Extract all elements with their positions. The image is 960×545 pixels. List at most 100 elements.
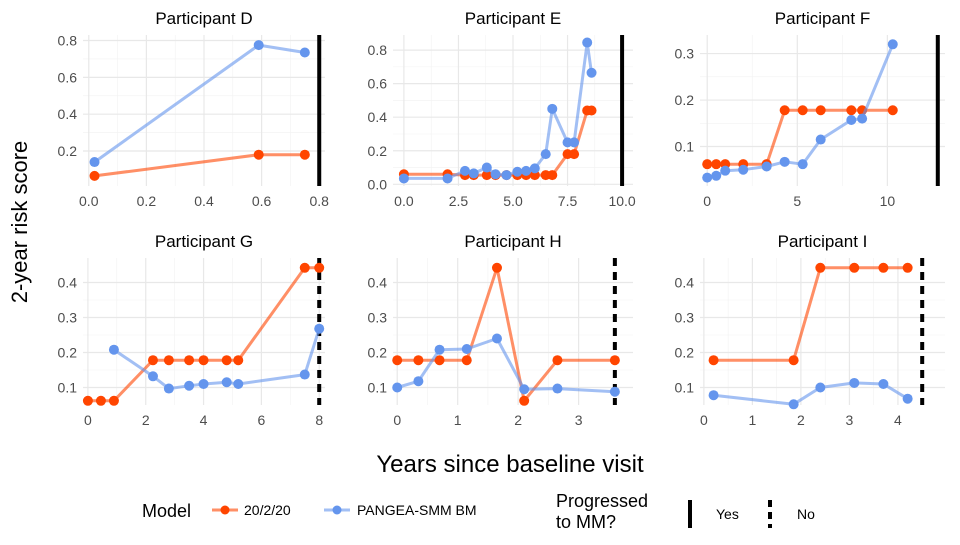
data-point-pangea (490, 169, 501, 180)
data-point-pangea (434, 344, 445, 355)
series-line-pangea (113, 328, 321, 391)
legend-progressed-title-1: Progressed (556, 491, 648, 511)
data-point-2020 (89, 170, 100, 181)
series-line-pangea (93, 43, 306, 164)
data-point-pangea (163, 383, 174, 394)
data-point-pangea (89, 157, 100, 168)
x-tick-label: 0 (393, 412, 401, 428)
data-point-pangea (512, 166, 523, 177)
y-tick-label: 0.2 (58, 345, 78, 361)
x-tick-label: 5.0 (503, 193, 523, 209)
legend-model-title: Model (142, 501, 191, 521)
data-point-pangea (708, 390, 719, 401)
data-point-2020 (702, 159, 713, 170)
data-point-2020 (846, 105, 857, 116)
series-line-2020 (397, 266, 615, 403)
data-point-2020 (815, 105, 826, 116)
legend-key-point-pangea (332, 505, 342, 515)
data-point-2020 (552, 355, 563, 366)
y-tick-label: 0.3 (58, 310, 78, 326)
legend: Model 20/2/20 PANGEA-SMM BM Progressed t… (142, 491, 815, 532)
panel-participant-e: Participant E 0.0 2.5 5.0 7.5 10.0 0.0 0.2 0.4 0.… (368, 9, 636, 209)
y-tick-label: 0.0 (368, 176, 388, 192)
y-tick-label: 0.4 (368, 109, 388, 125)
data-point-2020 (609, 355, 620, 366)
legend-label-2020: 20/2/20 (244, 502, 291, 518)
data-point-2020 (586, 105, 597, 116)
data-point-pangea (547, 103, 558, 114)
data-point-2020 (815, 262, 826, 273)
data-point-2020 (797, 105, 808, 116)
data-point-2020 (547, 170, 558, 181)
x-tick-label: 1 (454, 412, 462, 428)
panel-participant-d: Participant D 0.0 0.2 0.4 0.6 0.8 0.2 0.4 0.6 0.8 (58, 9, 330, 209)
series-line-2020 (713, 266, 908, 362)
legend-label-no: No (797, 506, 815, 522)
data-point-pangea (887, 39, 898, 50)
data-point-pangea (184, 380, 195, 391)
data-point-2020 (95, 395, 106, 406)
data-point-2020 (902, 262, 913, 273)
data-point-pangea (815, 382, 826, 393)
data-point-pangea (586, 67, 597, 78)
panel-participant-h: Participant H 0 1 2 3 0.1 0.2 0.3 0.4 (368, 232, 633, 428)
data-point-2020 (779, 105, 790, 116)
panel-title: Participant D (155, 9, 252, 28)
panel-title: Participant I (778, 232, 868, 251)
y-tick-label: 0.1 (675, 139, 695, 155)
data-point-2020 (887, 105, 898, 116)
panel-title: Participant H (464, 232, 561, 251)
data-point-2020 (569, 149, 580, 160)
y-tick-label: 0.6 (58, 69, 78, 85)
y-tick-label: 0.1 (58, 380, 78, 396)
y-tick-label: 0.2 (368, 143, 388, 159)
panel-title: Participant E (465, 9, 561, 28)
data-point-pangea (702, 172, 713, 183)
x-tick-label: 5 (793, 193, 801, 209)
data-point-pangea (569, 137, 580, 148)
data-point-pangea (398, 173, 409, 184)
data-point-2020 (82, 395, 93, 406)
data-point-pangea (299, 47, 310, 58)
x-tick-label: 0.0 (79, 193, 99, 209)
x-tick-label: 2 (142, 412, 150, 428)
legend-label-pangea: PANGEA-SMM BM (357, 502, 477, 518)
data-point-pangea (720, 165, 731, 176)
data-point-2020 (233, 355, 244, 366)
data-point-2020 (434, 355, 445, 366)
data-point-pangea (846, 115, 857, 126)
data-point-pangea (582, 37, 593, 48)
data-point-2020 (708, 355, 719, 366)
data-point-pangea (442, 173, 453, 184)
y-tick-label: 0.1 (368, 380, 388, 396)
x-tick-label: 2 (797, 412, 805, 428)
data-point-2020 (711, 159, 722, 170)
x-tick-label: 4 (894, 412, 902, 428)
data-point-pangea (529, 163, 540, 174)
data-point-2020 (413, 355, 424, 366)
data-point-pangea (108, 344, 119, 355)
data-point-pangea (221, 377, 232, 388)
x-tick-label: 3 (575, 412, 583, 428)
data-point-2020 (299, 149, 310, 160)
data-point-pangea (461, 344, 472, 354)
series-line-pangea (396, 337, 615, 394)
data-point-2020 (392, 355, 403, 366)
legend-key-point-2020 (220, 505, 230, 515)
data-point-pangea (788, 399, 799, 410)
y-tick-label: 0.2 (675, 345, 695, 361)
data-point-pangea (797, 159, 808, 170)
y-tick-label: 0.6 (368, 76, 388, 92)
x-tick-label: 4 (200, 412, 208, 428)
y-tick-label: 0.3 (675, 310, 695, 326)
data-point-pangea (878, 379, 889, 389)
legend-label-yes: Yes (716, 506, 739, 522)
x-tick-label: 8 (315, 412, 323, 428)
data-point-2020 (221, 355, 232, 366)
y-tick-label: 0.2 (58, 143, 78, 159)
data-point-2020 (849, 262, 860, 273)
x-tick-label: 0.4 (194, 193, 214, 209)
y-tick-label: 0.4 (58, 106, 78, 122)
y-tick-label: 0.3 (675, 46, 695, 62)
panel-title: Participant F (775, 9, 870, 28)
